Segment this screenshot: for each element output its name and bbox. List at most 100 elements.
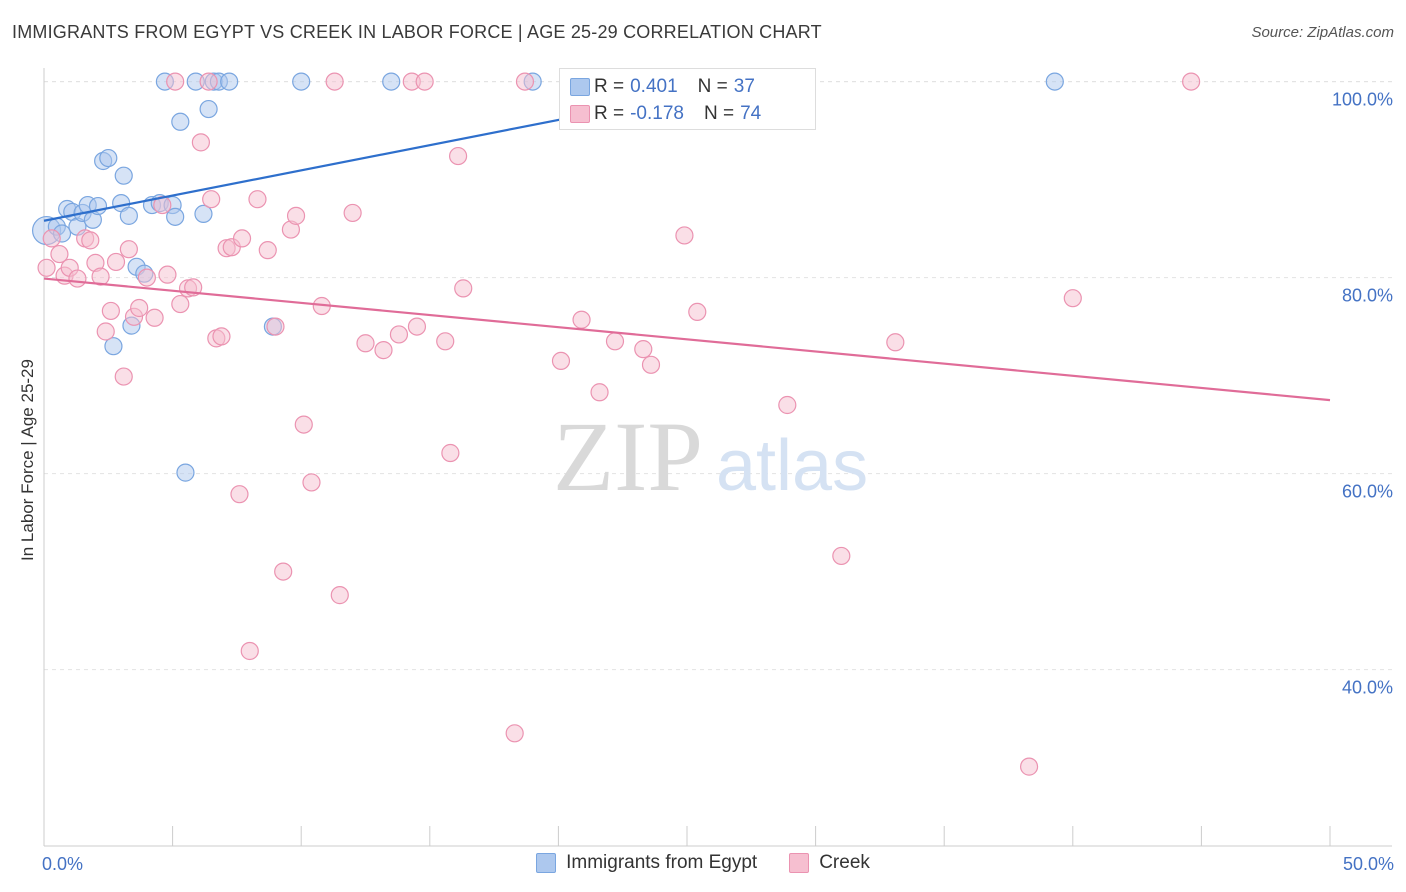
- creek-point-71: [1063, 289, 1082, 308]
- creek-point-68: [832, 546, 851, 566]
- creek-point-0: [37, 258, 56, 277]
- creek-point-10: [101, 301, 120, 321]
- creek-point-65: [675, 226, 694, 245]
- chart-source: Source: ZipAtlas.com: [1251, 24, 1394, 41]
- egypt-point-14: [114, 166, 133, 185]
- creek-point-66: [688, 302, 707, 321]
- y-tick-label-2: 80.0%: [1342, 286, 1393, 306]
- egypt-point-15: [119, 206, 138, 225]
- creek-point-16: [137, 268, 156, 287]
- creek-point-63: [641, 355, 661, 374]
- creek-point-19: [158, 265, 177, 284]
- creek-point-34: [248, 190, 267, 209]
- blue-square-icon: [536, 853, 557, 873]
- correlation-stats-box: R = 0.401 N = 37 R = -0.178 N = 74: [559, 68, 816, 130]
- grid-lines: [44, 81, 1392, 671]
- creek-point-28: [212, 327, 231, 346]
- creek-point-1: [50, 244, 69, 264]
- n-label: N =: [703, 103, 735, 124]
- legend-item-creek[interactable]: Creek: [789, 852, 870, 874]
- tick-labels: 40.0% 60.0% 80.0% 100.0% 0.0% 50.0%: [42, 90, 1394, 874]
- creek-point-48: [389, 325, 409, 344]
- creek-point-45: [343, 203, 362, 223]
- stats-row-creek: R = -0.178 N = 74: [570, 102, 762, 126]
- creek-point-60: [590, 383, 609, 402]
- chart-title: IMMIGRANTS FROM EGYPT VS CREEK IN LABOR …: [12, 22, 822, 42]
- egypt-point-28: [199, 99, 218, 119]
- egypt-point-36: [1045, 72, 1064, 91]
- creek-point-47: [374, 341, 393, 360]
- pink-square-icon: [789, 853, 810, 873]
- watermark-atlas: atlas: [716, 426, 868, 506]
- x-tick-label-0: 0.0%: [42, 854, 83, 874]
- creek-point-21: [171, 294, 190, 314]
- x-tick-label-1: 50.0%: [1343, 854, 1394, 874]
- creek-point-50: [407, 317, 427, 336]
- watermark: ZIP atlas: [553, 401, 868, 512]
- chart-legend: Immigrants from Egypt Creek: [0, 852, 1406, 874]
- creek-point-70: [1019, 757, 1039, 776]
- creek-point-25: [199, 72, 218, 91]
- creek-point-58: [551, 351, 571, 370]
- r-value: -0.178: [630, 103, 684, 124]
- creek-point-59: [572, 310, 591, 329]
- creek-point-33: [240, 641, 259, 661]
- series-creek: [37, 72, 1201, 776]
- creek-point-55: [454, 279, 473, 298]
- creek-point-44: [330, 586, 349, 605]
- n-value: 74: [740, 103, 762, 124]
- creek-point-36: [266, 317, 285, 336]
- data-points: [31, 72, 1201, 776]
- y-tick-label-3: 100.0%: [1332, 90, 1393, 110]
- creek-point-73: [42, 229, 61, 248]
- creek-point-17: [145, 308, 164, 327]
- creek-point-12: [114, 367, 133, 386]
- legend-item-egypt[interactable]: Immigrants from Egypt: [536, 852, 757, 874]
- creek-point-32: [232, 229, 252, 248]
- creek-point-43: [325, 72, 344, 91]
- r-label: R =: [594, 76, 625, 97]
- trend-line-creek: [43, 277, 1331, 402]
- watermark-zip: ZIP: [553, 401, 703, 512]
- egypt-point-12: [104, 337, 123, 356]
- creek-point-15: [130, 298, 149, 318]
- creek-point-8: [91, 267, 110, 286]
- egypt-point-31: [220, 72, 239, 91]
- egypt-point-23: [166, 207, 185, 226]
- egypt-point-25: [176, 463, 195, 482]
- creek-point-6: [81, 231, 100, 250]
- pink-swatch-icon: [570, 105, 590, 123]
- creek-point-4: [68, 269, 87, 288]
- creek-point-54: [448, 146, 468, 166]
- stats-row-egypt: R = 0.401 N = 37: [570, 75, 755, 99]
- creek-point-72: [1182, 72, 1201, 91]
- creek-point-69: [886, 333, 905, 352]
- creek-point-52: [436, 332, 455, 351]
- n-value: 37: [733, 76, 755, 97]
- creek-point-37: [274, 562, 293, 581]
- egypt-point-33: [292, 72, 311, 91]
- axes: [43, 68, 1392, 847]
- creek-point-39: [286, 206, 306, 225]
- creek-point-41: [302, 473, 321, 492]
- legend-label-egypt: Immigrants from Egypt: [566, 852, 758, 873]
- egypt-point-27: [194, 204, 213, 223]
- creek-point-62: [634, 340, 653, 359]
- creek-point-61: [605, 332, 625, 351]
- egypt-point-11: [99, 148, 118, 168]
- creek-point-57: [515, 72, 535, 91]
- y-tick-label-0: 40.0%: [1342, 678, 1393, 698]
- creek-point-46: [356, 334, 375, 353]
- creek-point-26: [202, 190, 221, 209]
- creek-point-13: [119, 240, 138, 259]
- creek-point-67: [778, 395, 797, 415]
- blue-swatch-icon: [570, 78, 590, 96]
- creek-point-35: [258, 241, 277, 260]
- legend-label-creek: Creek: [819, 852, 870, 873]
- n-label: N =: [697, 76, 728, 97]
- creek-point-9: [96, 322, 115, 341]
- creek-point-11: [106, 252, 126, 272]
- egypt-point-34: [382, 72, 401, 91]
